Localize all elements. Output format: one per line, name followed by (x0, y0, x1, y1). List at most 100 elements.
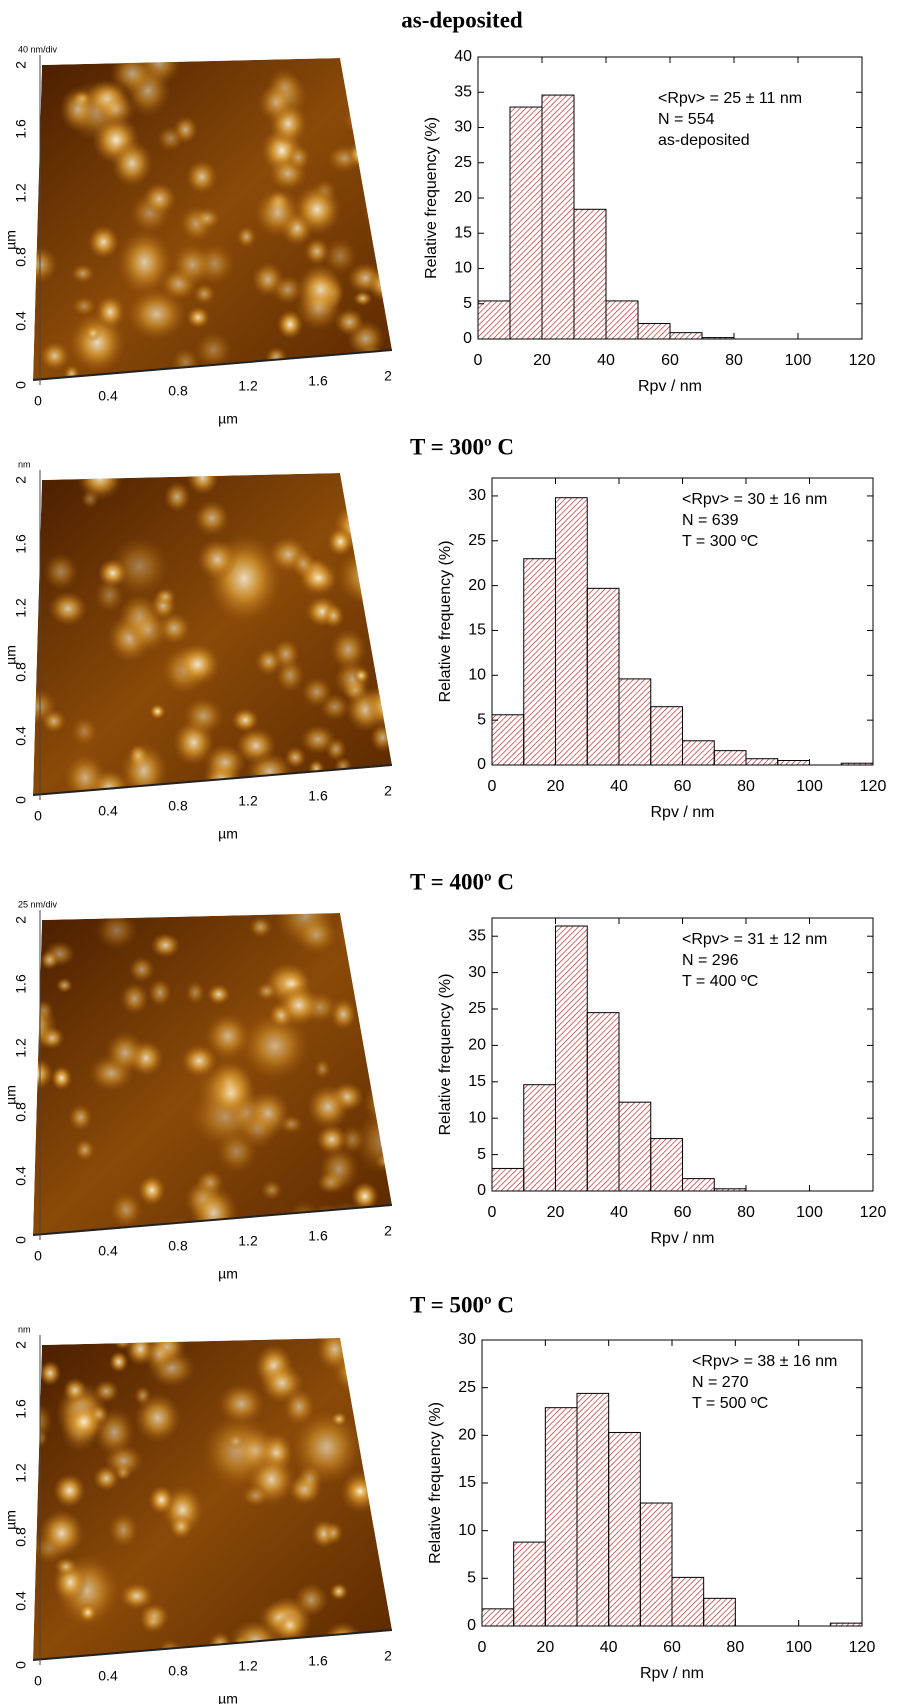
y-tick-label: 5 (477, 711, 486, 728)
afm-x-unit: µm (218, 1691, 238, 1704)
afm-grain (76, 473, 123, 501)
afm-y-tick-label: 1.2 (13, 1463, 29, 1483)
afm-grain (186, 306, 211, 329)
x-tick-label: 20 (533, 352, 551, 369)
afm-y-unit: µm (3, 1085, 19, 1105)
bar (523, 558, 556, 766)
afm-grain (271, 274, 304, 305)
afm-grain (343, 481, 363, 505)
afm-image (33, 473, 392, 795)
afm-y-tick-label: 1.6 (13, 119, 29, 139)
afm-x-tick-label: 2 (384, 783, 392, 799)
x-tick-label: 80 (737, 1204, 755, 1221)
afm-grain (217, 1383, 265, 1425)
afm-grain (356, 1347, 376, 1371)
afm-grain (306, 1084, 350, 1130)
afm-grain (353, 290, 373, 307)
afm-grain (323, 1622, 362, 1657)
chart-title: as-deposited (401, 7, 523, 32)
annotation: T = 300 ºC (682, 533, 758, 550)
afm-grain (194, 331, 233, 369)
afm-grain (339, 473, 376, 494)
annotation: N = 270 (692, 1374, 749, 1391)
bar (608, 1431, 641, 1627)
afm-x-tick-label: 0 (34, 1248, 42, 1264)
annotation: as-deposited (658, 132, 750, 149)
afm-y-tick-label: 1.2 (13, 1038, 29, 1058)
afm-grain (363, 58, 392, 93)
afm-grain (112, 1338, 134, 1350)
afm-y-tick-label: 0 (13, 1236, 29, 1244)
afm-grain (154, 587, 177, 606)
afm-grain (277, 984, 321, 1027)
chart-title: T = 300º C (410, 434, 514, 459)
afm-grain (180, 1044, 218, 1078)
afm-grain (320, 693, 350, 721)
afm-grain (105, 1031, 146, 1075)
afm-grain (367, 267, 392, 302)
afm-grain (59, 86, 97, 132)
y-tick-label: 25 (468, 532, 486, 549)
x-tick-label: 20 (547, 1204, 565, 1221)
y-tick-label: 30 (454, 119, 472, 136)
afm-grain (103, 1444, 144, 1478)
afm-grain (39, 950, 60, 970)
afm-grain (336, 547, 392, 606)
y-tick-label: 15 (454, 224, 472, 241)
afm-x-tick-label: 2 (384, 1648, 392, 1664)
afm-x-tick-label: 0.4 (98, 803, 118, 819)
y-tick-label: 0 (477, 1182, 486, 1199)
y-tick-label: 0 (467, 1617, 476, 1634)
afm-grain (245, 752, 293, 791)
afm-x-tick-label: 0.4 (98, 388, 118, 404)
bar (682, 1178, 715, 1192)
afm-y-unit: µm (3, 645, 19, 665)
x-axis-label: Rpv / nm (640, 1665, 704, 1682)
afm-grain (290, 549, 317, 579)
bar (777, 760, 810, 766)
x-tick-label: 20 (536, 1639, 554, 1656)
y-tick-label: 25 (468, 1000, 486, 1017)
x-tick-label: 80 (726, 1639, 744, 1656)
chart-title: T = 500º C (410, 1292, 514, 1317)
afm-grain (275, 1612, 305, 1639)
afm-grain (196, 538, 238, 581)
x-tick-label: 100 (785, 352, 812, 369)
y-tick-label: 20 (468, 577, 486, 594)
afm-grain (333, 756, 353, 776)
afm-y-unit: µm (3, 230, 19, 250)
annotation: T = 500 ºC (692, 1395, 768, 1412)
afm-y-tick-label: 0.8 (13, 247, 29, 267)
afm-grain (174, 642, 221, 686)
y-tick-label: 35 (454, 83, 472, 100)
x-tick-label: 40 (597, 352, 615, 369)
bar (491, 714, 525, 766)
afm-grain (71, 716, 98, 747)
afm-grain (329, 998, 357, 1031)
afm-grain (345, 1477, 375, 1506)
x-axis-label: Rpv / nm (650, 804, 714, 821)
afm-y-tick-label: 1.6 (13, 1399, 29, 1419)
afm-grain (271, 638, 300, 670)
y-tick-label: 15 (458, 1474, 476, 1491)
afm-grain (236, 225, 257, 248)
y-tick-label: 0 (463, 330, 472, 347)
afm-grain (293, 183, 342, 235)
afm-grain (383, 305, 392, 325)
bar (481, 1608, 515, 1627)
x-tick-label: 40 (600, 1639, 618, 1656)
bar (555, 925, 588, 1192)
afm-x-tick-label: 0.8 (168, 383, 188, 399)
afm-grain (231, 707, 260, 733)
afm-grain (355, 913, 377, 930)
x-tick-label: 120 (849, 1639, 876, 1656)
afm-grain (353, 571, 391, 607)
afm-grain (189, 1185, 238, 1235)
afm-x-tick-label: 1.2 (238, 1233, 258, 1249)
afm-x-tick-label: 0.4 (98, 1243, 118, 1259)
afm-y-tick-label: 0.4 (13, 1166, 29, 1186)
y-tick-label: 25 (458, 1379, 476, 1396)
afm-x-tick-label: 0.8 (168, 798, 188, 814)
bar (586, 587, 620, 766)
afm-grain (204, 1012, 251, 1061)
